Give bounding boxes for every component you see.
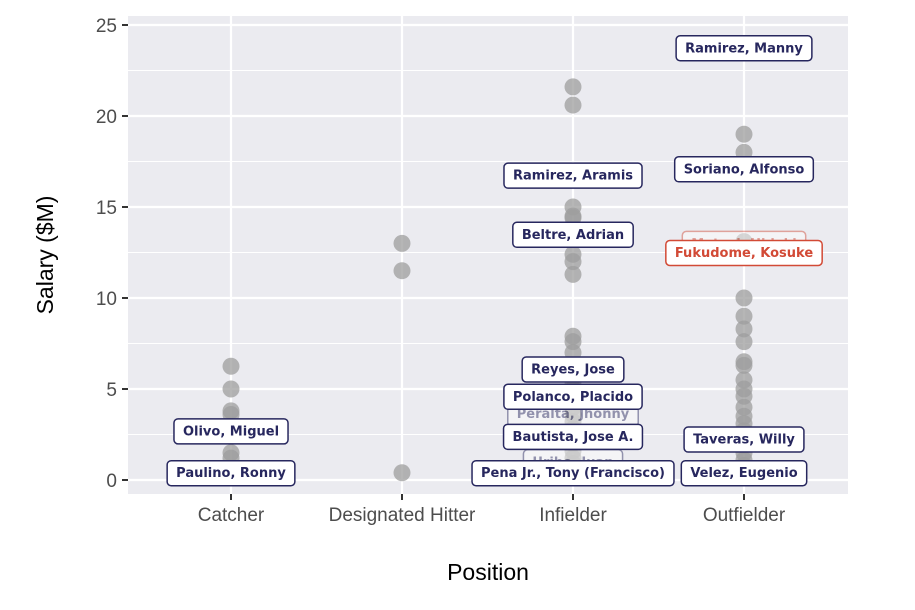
y-tick-label: 20 bbox=[96, 107, 117, 128]
player-labels: Matsui, HidekiPeralta, JhonnyUribe, Juan… bbox=[166, 35, 823, 487]
data-point bbox=[735, 125, 753, 143]
data-point bbox=[564, 265, 582, 283]
x-axis-title: Position bbox=[447, 559, 529, 585]
player-label-text: Beltre, Adrian bbox=[522, 228, 624, 243]
player-label: Ramirez, Aramis bbox=[503, 162, 643, 189]
data-point bbox=[393, 464, 411, 482]
data-point bbox=[735, 356, 753, 374]
data-point bbox=[564, 78, 582, 96]
y-tick-label: 25 bbox=[96, 16, 117, 37]
data-point bbox=[735, 333, 753, 351]
y-tick-label: 10 bbox=[96, 289, 117, 310]
player-label: Paulino, Ronny bbox=[166, 459, 296, 487]
player-label-box bbox=[471, 459, 675, 487]
player-label-text: Reyes, Jose bbox=[531, 362, 615, 377]
player-label: Bautista, Jose A. bbox=[502, 423, 644, 451]
player-label: Fukudome, Kosuke bbox=[665, 239, 823, 267]
player-label-text: Ramirez, Manny bbox=[685, 41, 803, 56]
player-label-box bbox=[675, 35, 813, 62]
player-label: Reyes, Jose bbox=[521, 356, 625, 383]
player-label: Polanco, Placido bbox=[503, 383, 643, 411]
data-point bbox=[393, 234, 411, 252]
data-point bbox=[222, 357, 240, 375]
player-label-box bbox=[665, 239, 823, 267]
player-label-box bbox=[673, 156, 815, 183]
player-label-box bbox=[502, 423, 644, 451]
player-label-text: Fukudome, Kosuke bbox=[675, 246, 814, 261]
player-label-text: Ramirez, Aramis bbox=[513, 169, 633, 184]
data-point bbox=[393, 262, 411, 280]
player-label-box bbox=[512, 221, 634, 249]
player-label-box bbox=[173, 418, 289, 445]
data-point bbox=[564, 96, 582, 114]
player-label: Olivo, Miguel bbox=[173, 418, 289, 445]
data-point bbox=[735, 307, 753, 325]
x-tick-label: Infielder bbox=[539, 505, 607, 526]
player-label: Velez, Eugenio bbox=[680, 459, 808, 487]
x-tick-label: Catcher bbox=[198, 505, 265, 526]
y-tick-label: 15 bbox=[96, 198, 117, 219]
x-tick-label: Designated Hitter bbox=[329, 505, 476, 526]
player-label-box bbox=[166, 459, 296, 487]
player-label: Ramirez, Manny bbox=[675, 35, 813, 62]
player-label-text: Soriano, Alfonso bbox=[684, 162, 805, 177]
data-point bbox=[564, 253, 582, 271]
player-label-box bbox=[521, 356, 625, 383]
player-label-box bbox=[683, 426, 805, 453]
y-tick-label: 0 bbox=[106, 471, 117, 492]
axes: 0 5 10 15 20 25 Catcher Designated Hitter Infiel… bbox=[96, 16, 786, 526]
player-label-text: Polanco, Placido bbox=[513, 390, 633, 405]
y-tick-label: 5 bbox=[106, 380, 117, 401]
data-point bbox=[735, 289, 753, 307]
x-tick-label: Outfielder bbox=[703, 505, 786, 526]
player-label-text: Bautista, Jose A. bbox=[513, 430, 634, 445]
player-label-box bbox=[503, 162, 643, 189]
y-axis-title: Salary ($M) bbox=[32, 196, 58, 315]
player-label-text: Velez, Eugenio bbox=[690, 466, 797, 481]
data-point bbox=[222, 380, 240, 398]
player-label-box bbox=[680, 459, 808, 487]
player-label: Soriano, Alfonso bbox=[673, 156, 815, 183]
player-label-text: Paulino, Ronny bbox=[176, 466, 286, 481]
player-label: Pena Jr., Tony (Francisco) bbox=[471, 459, 675, 487]
player-label: Taveras, Willy bbox=[683, 426, 805, 453]
player-label-text: Peralta, Jhonny bbox=[517, 407, 630, 422]
player-label-box bbox=[503, 383, 643, 411]
data-point bbox=[735, 320, 753, 338]
player-label-text: Taveras, Willy bbox=[693, 433, 795, 448]
player-label-text: Pena Jr., Tony (Francisco) bbox=[481, 466, 665, 481]
player-label: Beltre, Adrian bbox=[512, 221, 634, 249]
player-label-text: Olivo, Miguel bbox=[183, 424, 279, 439]
